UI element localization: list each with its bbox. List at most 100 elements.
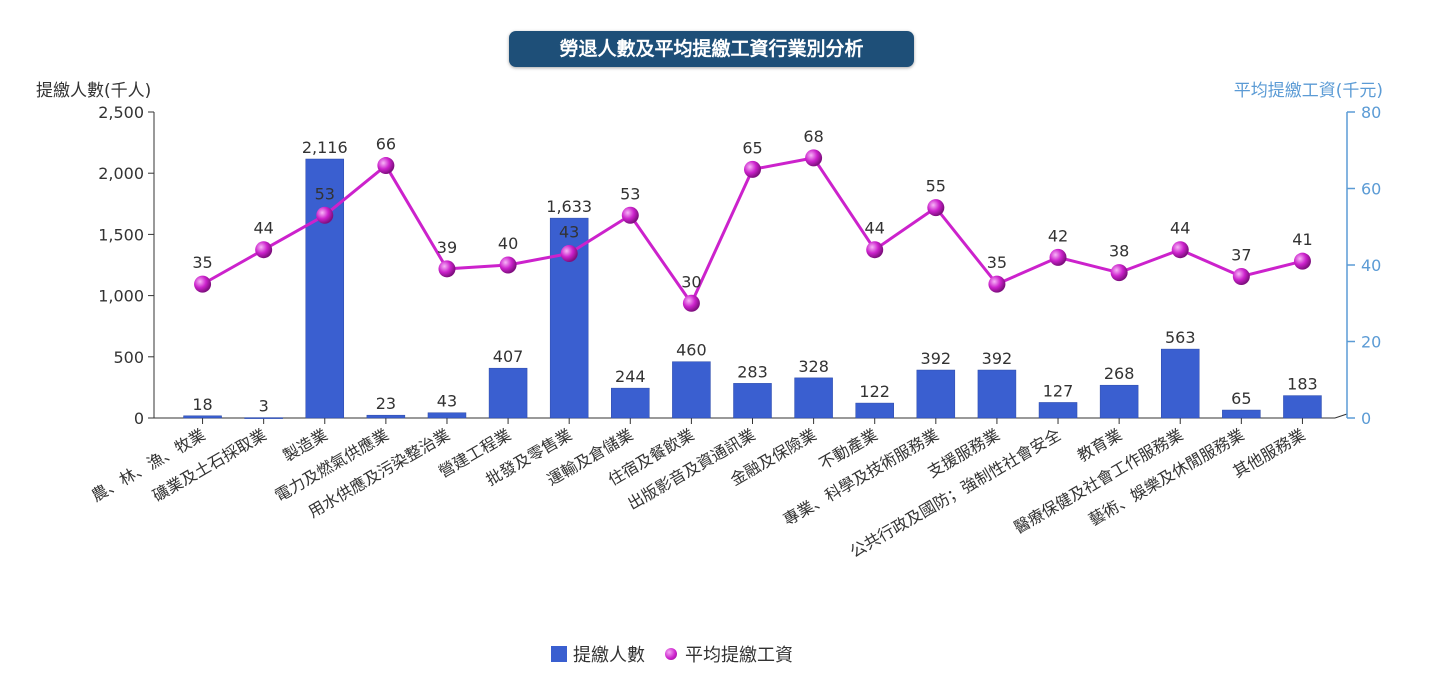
- bar-value-label: 392: [982, 349, 1013, 368]
- line-value-label: 68: [803, 127, 823, 146]
- line-value-label: 39: [437, 238, 457, 257]
- legend-line-label: 平均提繳工資: [685, 645, 793, 666]
- line-value-label: 42: [1048, 226, 1068, 245]
- line-value-label: 53: [315, 184, 335, 203]
- line-value-label: 65: [742, 138, 762, 157]
- line-value-label: 66: [376, 135, 396, 154]
- y-right-tick-label: 40: [1361, 256, 1381, 275]
- x-tick-label: 公共行政及國防；強制性社會安全: [847, 425, 1064, 561]
- bar-value-label: 268: [1104, 364, 1135, 383]
- bar: [611, 387, 650, 419]
- bar: [1222, 409, 1261, 419]
- line-point: [1110, 264, 1128, 282]
- line-value-label: 38: [1109, 242, 1129, 261]
- bar-value-label: 563: [1165, 328, 1196, 347]
- bar-value-label: 43: [437, 392, 457, 411]
- line-point: [621, 206, 639, 224]
- line-value-label: 44: [253, 219, 273, 238]
- bar-value-label: 283: [737, 362, 768, 381]
- bar: [244, 417, 283, 419]
- bar-value-label: 122: [859, 382, 890, 401]
- bar: [672, 361, 711, 419]
- y-left-tick-label: 1,000: [98, 287, 144, 306]
- bar-value-label: 3: [259, 397, 269, 416]
- bar: [977, 369, 1017, 419]
- line-point: [744, 160, 761, 178]
- line-point: [560, 245, 578, 263]
- bar: [855, 402, 894, 419]
- line-point: [255, 241, 273, 259]
- legend-item-line[interactable]: 平均提繳工資: [655, 641, 793, 667]
- bar-value-label: 18: [192, 395, 212, 414]
- bar: [488, 367, 528, 419]
- bar-value-label: 407: [493, 347, 524, 366]
- bar: [549, 217, 589, 419]
- x-axis-end-tick: [1334, 413, 1348, 419]
- legend-item-bar[interactable]: 提繳人數: [551, 641, 645, 667]
- y-right-tick-label: 0: [1361, 409, 1371, 428]
- bar-value-label: 1,633: [546, 197, 592, 216]
- line-point: [194, 275, 212, 293]
- line-value-label: 44: [1170, 219, 1190, 238]
- line-point: [438, 260, 456, 278]
- line-point: [866, 241, 884, 259]
- bar-value-label: 183: [1287, 375, 1318, 394]
- line-point: [988, 275, 1006, 293]
- line-point: [1049, 248, 1067, 266]
- bar: [427, 412, 467, 419]
- legend-bar-swatch: [551, 646, 567, 662]
- line-value-label: 41: [1292, 230, 1312, 249]
- bar-value-label: 244: [615, 367, 646, 386]
- line-point: [1293, 252, 1311, 270]
- line-value-label: 53: [620, 184, 640, 203]
- line-value-label: 55: [926, 177, 946, 196]
- line-point: [927, 199, 945, 217]
- bar: [1038, 402, 1078, 419]
- line-value-label: 40: [498, 234, 518, 253]
- line-point: [1232, 267, 1250, 285]
- bar-value-label: 328: [798, 357, 829, 376]
- y-left-tick-label: 2,500: [98, 103, 144, 122]
- y-right-tick-label: 80: [1361, 103, 1381, 122]
- bar-value-label: 127: [1043, 381, 1074, 400]
- line-series-path: [201, 156, 1303, 305]
- legend-line-marker: [665, 648, 677, 660]
- bar-value-label: 392: [921, 349, 952, 368]
- bar-value-label: 23: [376, 394, 396, 413]
- line-point: [805, 149, 823, 167]
- chart-title-box: 勞退人數及平均提繳工資行業別分析: [509, 31, 914, 67]
- y-left-tick-label: 0: [134, 409, 144, 428]
- y-left-tick-label: 1,500: [98, 225, 144, 244]
- bar: [366, 414, 406, 419]
- line-value-label: 44: [865, 219, 885, 238]
- line-point: [316, 206, 334, 224]
- legend-bar-label: 提繳人數: [573, 645, 645, 666]
- bar: [305, 158, 345, 419]
- y-axis-left-title: 提繳人數(千人): [36, 81, 152, 101]
- line-value-label: 37: [1231, 245, 1251, 264]
- line-point: [377, 157, 395, 175]
- bar: [1283, 395, 1322, 419]
- bar: [1160, 348, 1200, 419]
- bar: [794, 377, 833, 419]
- bar-value-label: 2,116: [302, 138, 348, 157]
- legend: 提繳人數 平均提繳工資: [551, 642, 793, 666]
- y-left-tick-label: 500: [113, 348, 144, 367]
- line-value-label: 35: [192, 253, 212, 272]
- line-point: [1171, 241, 1189, 259]
- line-point: [499, 256, 517, 274]
- line-value-label: 43: [559, 223, 579, 242]
- bar-value-label: 460: [676, 341, 707, 360]
- line-value-label: 30: [681, 272, 701, 291]
- bar: [733, 383, 772, 419]
- bar-value-label: 65: [1231, 389, 1251, 408]
- y-axis-right-title: 平均提繳工資(千元): [1233, 81, 1383, 101]
- chart-title: 勞退人數及平均提繳工資行業別分析: [559, 38, 864, 60]
- bar: [1099, 384, 1139, 419]
- y-right-tick-label: 20: [1361, 333, 1381, 352]
- y-right-tick-label: 60: [1361, 180, 1381, 199]
- line-value-label: 35: [987, 253, 1007, 272]
- bar: [183, 415, 222, 419]
- y-left-tick-label: 2,000: [98, 164, 144, 183]
